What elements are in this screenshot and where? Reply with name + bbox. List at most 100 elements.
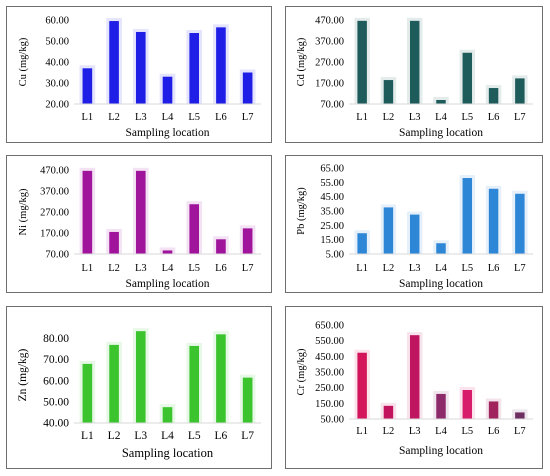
pb-bar: [462, 178, 473, 254]
zn-y-tick-label: 40.00: [43, 418, 69, 430]
pb-y-tick-label: 45.00: [320, 192, 344, 203]
cr-x-tick-label: L6: [488, 426, 500, 437]
cr-x-tick-label: L1: [356, 426, 368, 437]
cu-y-tick-label: 60.00: [45, 16, 69, 27]
cu-bar: [216, 27, 226, 105]
pb-x-tick-label: L6: [488, 263, 500, 274]
cu-x-tick-label: L5: [188, 112, 200, 123]
zn-bar: [242, 377, 253, 423]
cr-y-tick-label: 650.00: [315, 321, 344, 332]
pb-bar: [436, 243, 446, 254]
pb-chart: 5.00 15.00 25.00 35.00 45.00 55.00 65.00 L1 L2 L3…: [296, 164, 533, 290]
zn-y-tick-label: 50.00: [43, 396, 69, 408]
cr-y-tick-label: 550.00: [315, 336, 344, 347]
ni-bar: [82, 170, 93, 254]
cd-y-axis-title: Cd (mg/kg): [296, 37, 307, 86]
cd-bar: [409, 20, 420, 105]
zn-x-tick-label: L3: [134, 430, 147, 442]
ni-bar: [135, 170, 146, 254]
zn-chart: 40.00 50.00 60.00 70.00 80.00 L1 L2 L3 L4 L5 L6 L7 Z…: [17, 328, 261, 460]
ni-y-tick-label: 270.00: [40, 208, 69, 219]
cu-bar: [135, 31, 146, 104]
zn-x-tick-label: L5: [188, 430, 201, 442]
pb-bar: [488, 188, 499, 254]
cd-x-axis-title: Sampling location: [399, 127, 483, 139]
zn-bar: [82, 363, 93, 423]
zn-y-tick-label: 60.00: [43, 375, 69, 387]
cu-x-tick-label: L3: [135, 112, 147, 123]
pb-x-axis-title: Sampling location: [399, 278, 483, 290]
cr-y-tick-label: 450.00: [315, 352, 344, 363]
ni-chart: 70.00 170.00 270.00 370.00 470.00 L1 L2 L3 L4 L5 L…: [18, 166, 261, 290]
cu-y-tick-label: 20.00: [45, 100, 69, 111]
cd-x-tick-label: L1: [356, 112, 368, 123]
pb-bar: [357, 233, 367, 254]
cu-y-tick-label: 50.00: [45, 37, 69, 48]
cr-bar: [357, 352, 367, 419]
pb-x-tick-label: L4: [435, 263, 447, 274]
zn-bar: [189, 345, 200, 423]
cd-bar: [462, 52, 473, 104]
cr-x-tick-label: L7: [514, 426, 526, 437]
zn-y-tick-label: 80.00: [43, 333, 69, 345]
ni-bar: [242, 228, 253, 254]
cd-x-tick-label: L4: [435, 112, 447, 123]
zn-y-tick-label: 70.00: [43, 354, 69, 366]
ni-y-tick-label: 470.00: [40, 166, 69, 177]
cu-x-tick-label: L7: [242, 112, 254, 123]
cr-y-tick-label: 350.00: [315, 368, 344, 379]
cu-bar: [189, 33, 200, 104]
pb-y-tick-label: 25.00: [320, 221, 344, 232]
ni-x-tick-label: L1: [82, 263, 94, 274]
cr-x-tick-label: L3: [409, 426, 421, 437]
cr-chart: 50.00 150.00 250.00 350.00 450.00 550.00 650.0…: [296, 321, 533, 457]
zn-chart-panel: 40.00 50.00 60.00 70.00 80.00 L1 L2 L3 L4 L5 L6 L7 Z…: [6, 306, 272, 469]
ni-chart-panel: 70.00 170.00 270.00 370.00 470.00 L1 L2 L3 L4 L5 L…: [6, 155, 272, 293]
pb-x-tick-label: L3: [409, 263, 421, 274]
cd-bar: [488, 88, 499, 104]
ni-bar: [216, 239, 226, 254]
cu-x-axis-title: Sampling location: [125, 127, 209, 139]
cr-x-tick-label: L5: [461, 426, 473, 437]
pb-bar: [383, 207, 394, 254]
ni-x-tick-label: L3: [135, 263, 147, 274]
ni-x-axis-title: Sampling location: [125, 278, 209, 290]
cd-x-tick-label: L7: [514, 112, 526, 123]
cr-x-tick-label: L4: [435, 426, 447, 437]
cd-y-tick-label: 470.00: [315, 16, 344, 27]
cd-x-tick-label: L3: [409, 112, 421, 123]
ni-y-tick-label: 170.00: [40, 229, 69, 240]
zn-bar: [109, 344, 119, 423]
cr-y-tick-label: 50.00: [320, 415, 344, 426]
ni-x-tick-label: L5: [188, 263, 200, 274]
cd-y-tick-label: 270.00: [315, 58, 344, 69]
cd-bar: [383, 80, 394, 104]
pb-bar: [515, 193, 525, 254]
ni-x-tick-label: L6: [215, 263, 227, 274]
ni-y-tick-label: 370.00: [40, 187, 69, 198]
pb-y-tick-label: 65.00: [320, 164, 344, 175]
ni-x-tick-label: L4: [162, 263, 174, 274]
cr-x-axis-title: Sampling location: [399, 445, 483, 457]
pb-bar: [409, 214, 420, 254]
cd-y-tick-label: 370.00: [315, 37, 344, 48]
cu-y-axis-title: Cu (mg/kg): [18, 37, 29, 86]
cu-x-tick-label: L1: [82, 112, 94, 123]
cr-x-tick-label: L2: [383, 426, 395, 437]
ni-bar: [109, 231, 119, 254]
zn-x-tick-label: L6: [215, 430, 228, 442]
cu-bar: [109, 21, 119, 104]
cd-chart: 70.00 170.00 270.00 370.00 470.00 L1 L2 L3 L4 L5 L…: [296, 16, 533, 139]
cr-y-tick-label: 250.00: [315, 383, 344, 394]
ni-y-axis-title: Ni (mg/kg): [18, 188, 29, 235]
zn-bar: [216, 334, 226, 423]
cd-y-tick-label: 170.00: [315, 79, 344, 90]
pb-x-tick-label: L2: [383, 263, 395, 274]
cu-bar: [162, 76, 173, 104]
cu-x-tick-label: L6: [215, 112, 227, 123]
pb-x-tick-label: L7: [514, 263, 526, 274]
cd-y-tick-label: 70.00: [320, 100, 344, 111]
ni-bar: [162, 250, 173, 254]
pb-y-tick-label: 55.00: [320, 178, 344, 189]
ni-x-tick-label: L2: [108, 263, 120, 274]
